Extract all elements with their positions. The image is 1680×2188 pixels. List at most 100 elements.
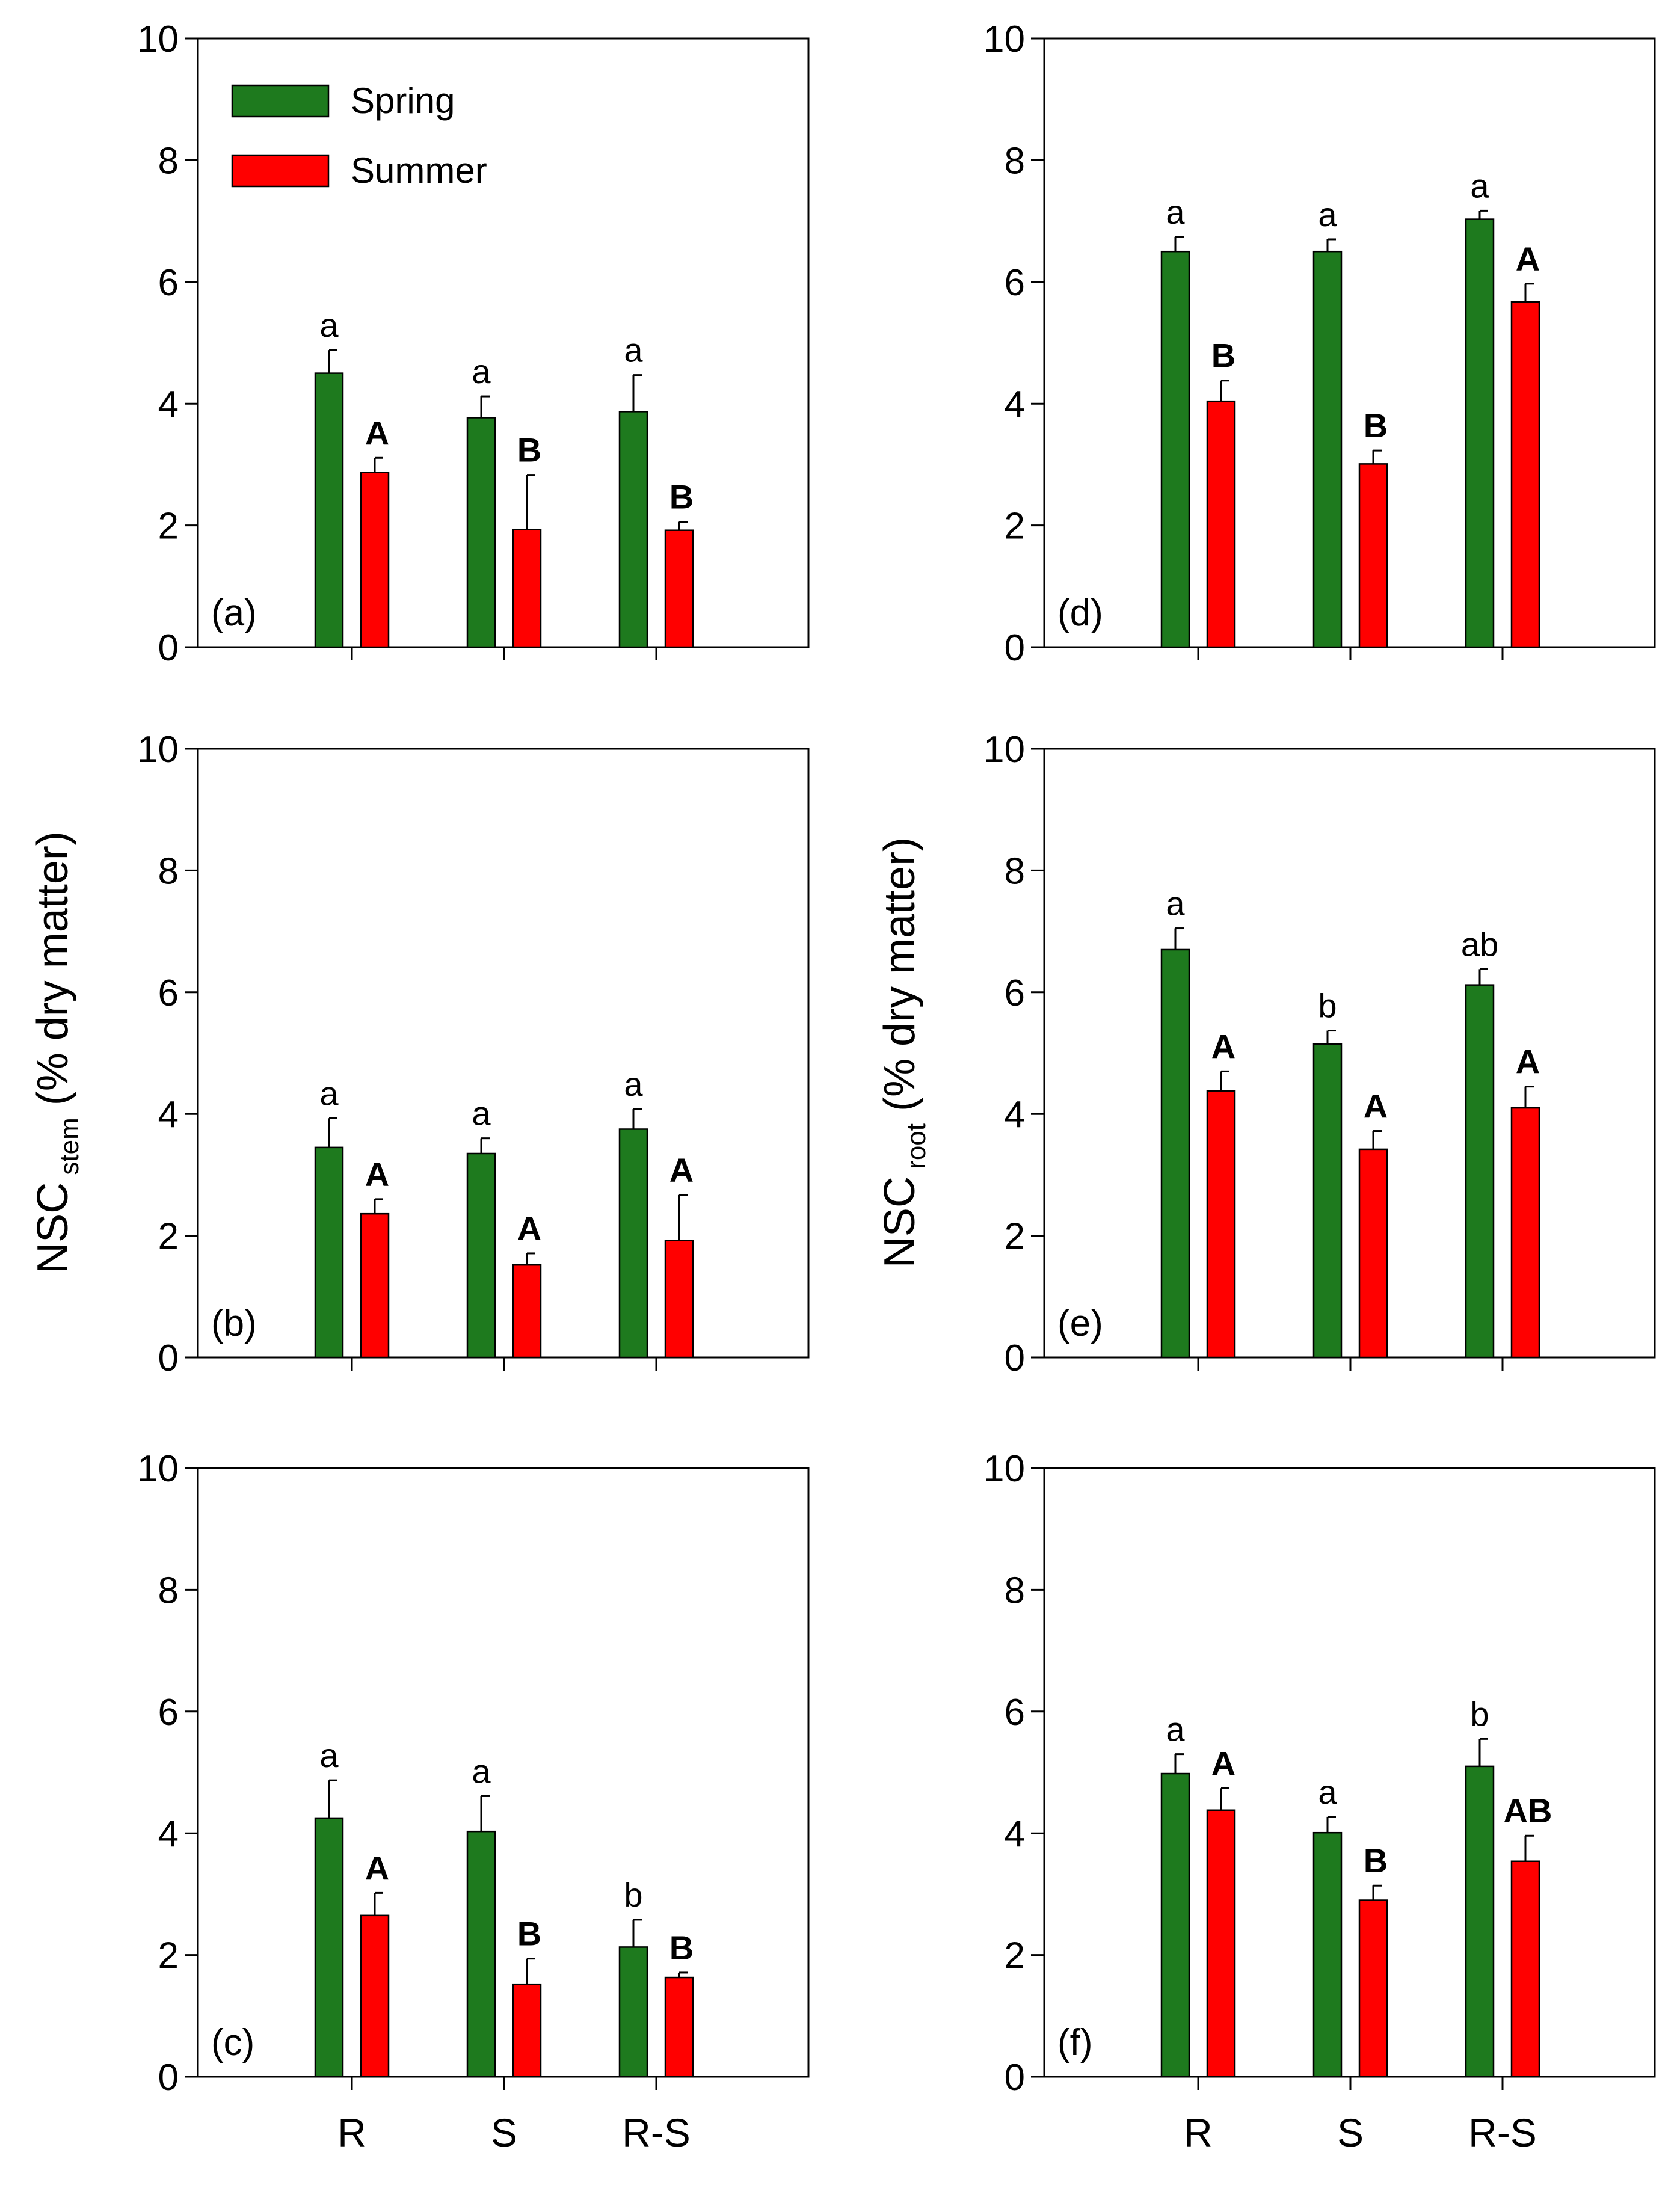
- significance-letter: B: [1364, 407, 1388, 444]
- bar-summer: [1206, 1090, 1236, 1359]
- significance-letter: A: [1211, 1744, 1235, 1782]
- panel-b: 0 2 4 6 8 10 a a a A A A (b): [137, 729, 810, 1379]
- bar-spring: [618, 1128, 648, 1359]
- plot-frame: [1043, 748, 1656, 1359]
- y-axis-title-right-main: NSC: [876, 1176, 924, 1268]
- y-tick-label: 2: [158, 506, 179, 547]
- legend-label: Spring: [351, 81, 455, 121]
- y-tick-label: 8: [1005, 1570, 1025, 1611]
- y-axis-title-left-unit: (% dry matter): [29, 831, 77, 1117]
- panel-label: (e): [1057, 1303, 1103, 1344]
- y-tick-label: 10: [137, 729, 179, 770]
- bar-spring: [1312, 1831, 1343, 2078]
- significance-letter: A: [365, 1155, 389, 1193]
- y-tick-label: 0: [158, 2057, 179, 2098]
- bar-summer: [1510, 301, 1540, 648]
- significance-letter: a: [624, 331, 643, 369]
- x-category-label: R: [1184, 2110, 1213, 2155]
- significance-letter: A: [1364, 1087, 1388, 1125]
- significance-letter: a: [1166, 885, 1185, 923]
- significance-letter: a: [624, 1065, 643, 1103]
- significance-letter: a: [1318, 1773, 1337, 1811]
- y-tick-label: 6: [1005, 1692, 1025, 1733]
- y-tick-label: 0: [158, 627, 179, 669]
- bar-summer: [1510, 1860, 1540, 2078]
- y-axis-title-right: NSC root (% dry matter): [876, 837, 931, 1268]
- bar-spring: [466, 1152, 496, 1359]
- significance-letter: B: [1211, 337, 1235, 375]
- significance-letter: a: [1166, 1710, 1185, 1748]
- bar-summer: [360, 1914, 390, 2078]
- bar-summer: [1206, 400, 1236, 648]
- significance-letter: B: [517, 1915, 541, 1953]
- bar-spring: [1312, 250, 1343, 648]
- bar-summer: [1206, 1809, 1236, 2078]
- bar-spring: [618, 1946, 648, 2078]
- bar-spring: [618, 411, 648, 648]
- y-axis-title-right-unit: (% dry matter): [876, 837, 924, 1123]
- bar-spring: [314, 372, 344, 648]
- significance-letter: B: [1364, 1842, 1388, 1879]
- panel-a: 0 2 4 6 8 10 a a a A B B (a) Spring Summer: [137, 19, 810, 669]
- bar-spring: [1160, 250, 1190, 648]
- y-tick-label: 6: [158, 973, 179, 1014]
- significance-letter: B: [517, 431, 541, 469]
- y-axis-title-left-sub: stem: [55, 1117, 84, 1182]
- y-tick-label: 2: [1005, 1216, 1025, 1258]
- bar-spring: [1465, 984, 1495, 1359]
- bar-summer: [1510, 1107, 1540, 1359]
- panel-label: (b): [211, 1303, 257, 1344]
- bar-summer: [360, 472, 390, 648]
- y-tick-label: 6: [1005, 973, 1025, 1014]
- y-tick-label: 8: [1005, 140, 1025, 182]
- significance-letter: ab: [1461, 925, 1498, 963]
- bar-summer: [512, 1983, 542, 2078]
- significance-letter: A: [669, 1151, 694, 1189]
- y-tick-label: 8: [158, 140, 179, 182]
- bar-spring: [1312, 1043, 1343, 1359]
- significance-letter: a: [319, 1074, 339, 1112]
- x-category-label: S: [1337, 2110, 1364, 2155]
- y-axis-title-left-main: NSC: [29, 1182, 77, 1274]
- significance-letter: A: [365, 1849, 389, 1887]
- y-tick-label: 4: [158, 384, 179, 425]
- y-tick-label: 6: [158, 262, 179, 304]
- significance-letter: A: [1516, 1043, 1540, 1081]
- bar-summer: [664, 1240, 694, 1359]
- significance-letter: A: [1516, 240, 1540, 278]
- panel-label: (f): [1057, 2022, 1093, 2064]
- y-tick-label: 4: [158, 1813, 179, 1855]
- y-tick-label: 0: [1005, 2057, 1025, 2098]
- significance-letter: a: [472, 1752, 491, 1790]
- significance-letter: a: [319, 306, 339, 344]
- x-category-label: R-S: [622, 2110, 691, 2155]
- y-tick-label: 10: [137, 19, 179, 60]
- y-axis-title-right-sub: root: [902, 1123, 931, 1176]
- y-tick-label: 4: [1005, 1813, 1025, 1855]
- y-tick-label: 2: [158, 1935, 179, 1977]
- x-category-label: S: [491, 2110, 517, 2155]
- y-tick-label: 4: [158, 1094, 179, 1135]
- bar-spring: [314, 1817, 344, 2078]
- significance-letter: A: [365, 414, 389, 452]
- bar-summer: [1358, 1148, 1388, 1359]
- significance-letter: A: [1211, 1027, 1235, 1065]
- bar-spring: [466, 417, 496, 648]
- significance-letter: b: [624, 1876, 642, 1914]
- bar-summer: [512, 529, 542, 648]
- panel-label: (a): [211, 592, 257, 634]
- y-tick-label: 6: [1005, 262, 1025, 304]
- y-tick-label: 0: [158, 1338, 179, 1379]
- y-tick-label: 6: [158, 1692, 179, 1733]
- y-tick-label: 10: [983, 19, 1025, 60]
- y-tick-label: 2: [1005, 1935, 1025, 1977]
- significance-letter: a: [1470, 167, 1489, 204]
- bar-spring: [1465, 1765, 1495, 2078]
- bar-spring: [466, 1830, 496, 2078]
- legend-swatch-summer: [231, 154, 330, 188]
- y-tick-label: 2: [1005, 506, 1025, 547]
